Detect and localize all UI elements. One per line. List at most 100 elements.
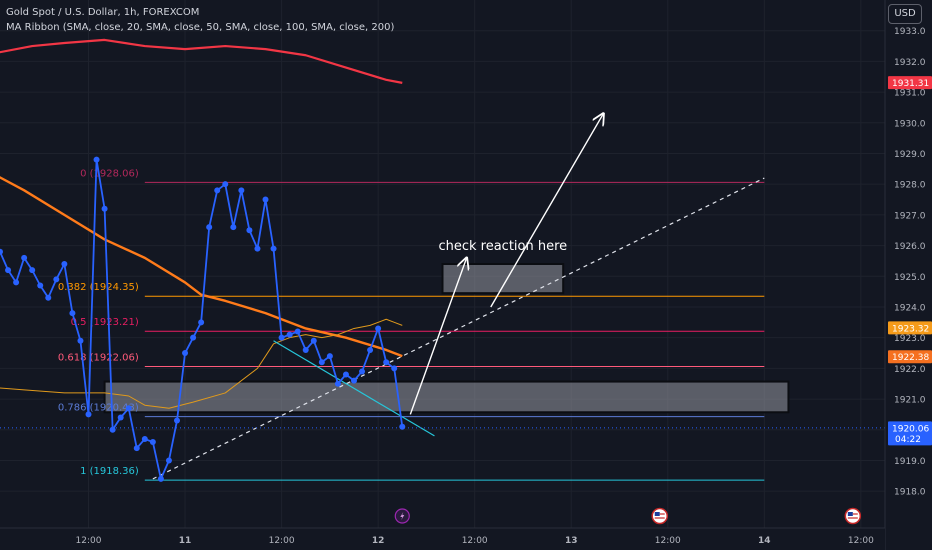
y-tick-label: 1930.0 (894, 119, 926, 129)
currency-button[interactable]: USD (888, 4, 922, 24)
fib-level-label: 0.382 (1924.35) (58, 282, 139, 293)
price-point (334, 380, 341, 387)
price-point (278, 334, 285, 341)
price-point (206, 224, 213, 231)
price-point (53, 276, 60, 283)
symbol-title: Gold Spot / U.S. Dollar, 1h, FOREXCOM (6, 7, 200, 18)
price-point (375, 325, 382, 332)
annotation-text: check reaction here (438, 239, 567, 254)
us-flag-canton (654, 512, 660, 516)
fib-level-label: 0 (1928.06) (80, 168, 139, 179)
price-point (165, 457, 172, 464)
lightning-glyph (400, 512, 405, 520)
price-badge (888, 421, 932, 446)
x-tick-label: 12:00 (655, 536, 681, 546)
price-point (29, 267, 36, 274)
moving-average-line (0, 176, 403, 358)
price-point (77, 337, 84, 344)
price-point (294, 328, 301, 335)
price-point (359, 368, 366, 375)
price-axis (885, 0, 932, 550)
price-point (222, 181, 229, 188)
price-point (101, 205, 108, 212)
price-badge-text: 1923.32 (892, 324, 929, 334)
price-point (157, 475, 164, 482)
price-point (302, 346, 309, 353)
price-point (318, 359, 325, 366)
price-point (45, 294, 52, 301)
dashed-trendline (152, 177, 765, 480)
y-tick-label: 1928.0 (894, 181, 926, 191)
price-point (85, 411, 92, 418)
price-point (69, 310, 76, 317)
y-tick-label: 1921.0 (894, 396, 926, 406)
price-point (174, 417, 180, 424)
price-point (5, 267, 12, 274)
price-point (149, 439, 156, 446)
y-tick-label: 1919.0 (894, 457, 926, 467)
y-tick-label: 1927.0 (894, 211, 926, 221)
y-tick-label: 1931.0 (894, 89, 926, 99)
price-badge (888, 321, 932, 335)
indicator-legend: MA Ribbon (SMA, close, 20, SMA, close, 5… (6, 22, 395, 33)
x-tick-label: 13 (565, 536, 578, 546)
x-tick-label: 12:00 (269, 536, 295, 546)
us-flag-canton (847, 512, 853, 516)
price-point (230, 224, 237, 231)
price-point (61, 261, 68, 267)
price-point (182, 350, 189, 357)
zone-rectangle (103, 380, 790, 414)
zone-rectangle (441, 263, 565, 295)
price-point (310, 337, 317, 344)
time-axis (0, 528, 885, 550)
grid (0, 0, 885, 528)
price-point (254, 245, 261, 252)
y-tick-label: 1929.0 (894, 150, 926, 160)
price-point (21, 254, 28, 261)
y-tick-label: 1923.0 (894, 334, 926, 344)
price-point (391, 365, 398, 372)
price-point (141, 435, 148, 442)
y-tick-label: 1924.0 (894, 303, 926, 313)
x-tick-label: 14 (758, 536, 771, 546)
price-point (13, 279, 20, 286)
price-point (262, 196, 269, 203)
y-tick-label: 1932.0 (894, 58, 926, 68)
x-tick-label: 12:00 (462, 536, 488, 546)
price-point (342, 371, 349, 378)
moving-average-line (0, 318, 403, 409)
price-point (117, 414, 124, 421)
forecast-arrow (490, 114, 604, 308)
price-badge-text: 1922.38 (892, 353, 929, 363)
price-point (270, 245, 277, 252)
price-point (238, 187, 245, 194)
price-badge (888, 76, 932, 90)
price-badge (888, 350, 932, 364)
fib-level-label: 0.786 (1920.43) (58, 403, 139, 414)
price-badge-text: 1920.06 (892, 424, 929, 434)
y-tick-label: 1926.0 (894, 242, 926, 252)
forecast-arrow (409, 258, 466, 415)
x-tick-label: 12:00 (848, 536, 874, 546)
moving-average-line (0, 38, 403, 84)
price-point (246, 227, 253, 234)
y-tick-label: 1918.0 (894, 488, 926, 498)
price-point (367, 346, 374, 353)
fib-level-label: 1 (1918.36) (80, 466, 139, 477)
price-point (399, 423, 406, 430)
fib-level-label: 0.5 (1923.21) (71, 317, 139, 328)
price-point (109, 426, 116, 433)
price-point (326, 353, 333, 360)
y-tick-label: 1933.0 (894, 27, 926, 37)
x-tick-label: 12:00 (76, 536, 102, 546)
price-badge-subtext: 04:22 (895, 435, 921, 445)
y-tick-label: 1925.0 (894, 273, 926, 283)
price-point (93, 156, 100, 163)
price-point (125, 405, 132, 412)
x-tick-label: 12 (372, 536, 385, 546)
price-point (133, 445, 140, 452)
channel-trendline (273, 340, 435, 437)
price-point (0, 248, 3, 255)
